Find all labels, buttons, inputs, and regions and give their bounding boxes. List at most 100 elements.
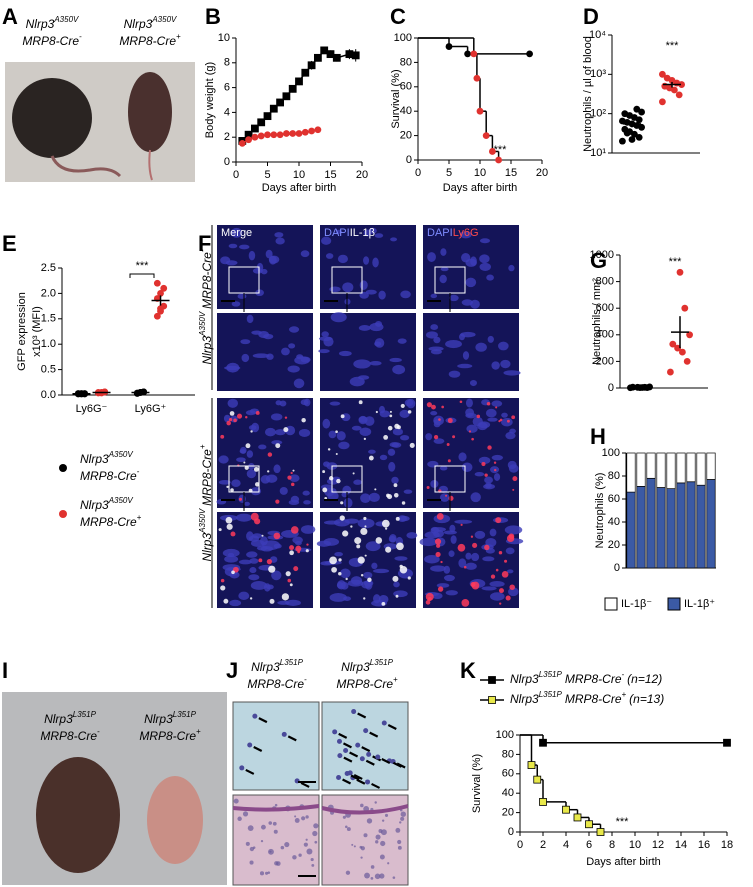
nucleus: [394, 556, 408, 561]
stain: [354, 537, 362, 545]
tissue: [360, 803, 364, 808]
nucleus: [430, 565, 446, 572]
nucleus: [391, 476, 399, 484]
nucleus: [369, 360, 382, 366]
data-point: [301, 128, 309, 136]
bar-segment: [646, 452, 656, 479]
stain: [506, 419, 510, 423]
stain: [436, 543, 441, 548]
stain: [238, 497, 243, 501]
y-axis-label: Neutrophils / mm²: [591, 278, 603, 365]
nucleus: [321, 236, 332, 245]
tissue: [374, 873, 381, 880]
nucleus: [281, 347, 290, 356]
nucleus: [403, 489, 413, 494]
tissue: [245, 841, 250, 846]
nucleus: [334, 551, 343, 557]
nucleus: [472, 416, 483, 427]
stain-name: DAPI: [324, 227, 350, 239]
genotype-label: Nlrp3A350V: [80, 450, 133, 466]
data-point: [251, 133, 259, 141]
sign: -: [304, 675, 307, 684]
nucleus: [430, 527, 446, 532]
y-tick-label: 2.0: [41, 287, 56, 299]
nucleus: [285, 599, 301, 606]
x-tick-label: 20: [356, 169, 368, 181]
nucleus: [501, 412, 508, 418]
tissue: [249, 860, 254, 865]
stain: [400, 403, 405, 408]
y-tick-label: 1.0: [41, 338, 56, 350]
bracket: [129, 273, 155, 278]
data-point: [619, 137, 626, 145]
epidermis: [232, 804, 320, 812]
nucleus: [260, 545, 273, 552]
stain: [357, 556, 365, 564]
driver: MRP8-Cre: [80, 469, 137, 483]
nucleus: [338, 350, 352, 357]
nucleus: [458, 333, 465, 341]
y-tick-label: 800: [596, 276, 614, 288]
stain: [481, 462, 486, 467]
data-point: [308, 127, 315, 135]
nucleus: [275, 237, 285, 245]
nucleus: [430, 411, 438, 416]
nucleus: [321, 331, 329, 338]
nucleus: [481, 586, 497, 591]
nucleus: [273, 543, 282, 549]
nucleus: [387, 448, 396, 456]
arrow: [392, 761, 402, 768]
nucleus: [248, 250, 256, 261]
data-point: [659, 70, 666, 78]
allele: L351P: [539, 670, 563, 679]
tissue: [233, 798, 239, 804]
allele: A350V: [198, 508, 207, 534]
arrow: [343, 756, 353, 763]
nucleus: [465, 277, 477, 288]
data-point: [675, 91, 683, 99]
nucleus: [479, 262, 491, 271]
stain: [484, 544, 490, 551]
stain: [367, 577, 372, 583]
nucleus: [425, 433, 433, 441]
x-tick-label: 10: [474, 167, 486, 179]
nucleus: [443, 565, 451, 574]
tissue: [273, 829, 278, 834]
stain: [284, 416, 288, 419]
stain: [407, 410, 412, 414]
nucleus: [363, 229, 372, 237]
row-label: Nlrp3A350V MRP8-Cre-: [198, 249, 214, 364]
nucleus: [406, 398, 416, 409]
stain: [441, 405, 444, 409]
stain: [231, 570, 235, 575]
y-tick-label: 20: [608, 539, 620, 551]
panel-letter: G: [590, 248, 607, 273]
stain: [484, 473, 488, 477]
stain: [468, 430, 472, 433]
panel-letter: F: [198, 231, 211, 256]
driver: MRP8-Cre: [119, 34, 176, 48]
stain: [267, 452, 273, 457]
nucleus: [505, 547, 515, 555]
data-point: [276, 98, 285, 107]
allele: L351P: [280, 658, 304, 667]
data-point: [679, 348, 686, 356]
stain: [440, 560, 443, 564]
nucleus: [343, 497, 353, 508]
tissue: [346, 827, 351, 832]
arrow: [287, 735, 297, 742]
sign: -: [198, 249, 207, 252]
stain: [470, 535, 474, 538]
nucleus: [498, 341, 509, 351]
stain: [293, 566, 299, 572]
stain: [512, 488, 515, 491]
stain: [438, 418, 441, 421]
tissue: [280, 845, 285, 850]
cell: [337, 753, 343, 759]
nucleus: [357, 375, 370, 380]
nucleus: [328, 430, 337, 439]
data-point: [283, 130, 290, 137]
stain: [509, 584, 515, 590]
nucleus: [239, 244, 250, 250]
allele: A350V: [198, 311, 207, 337]
